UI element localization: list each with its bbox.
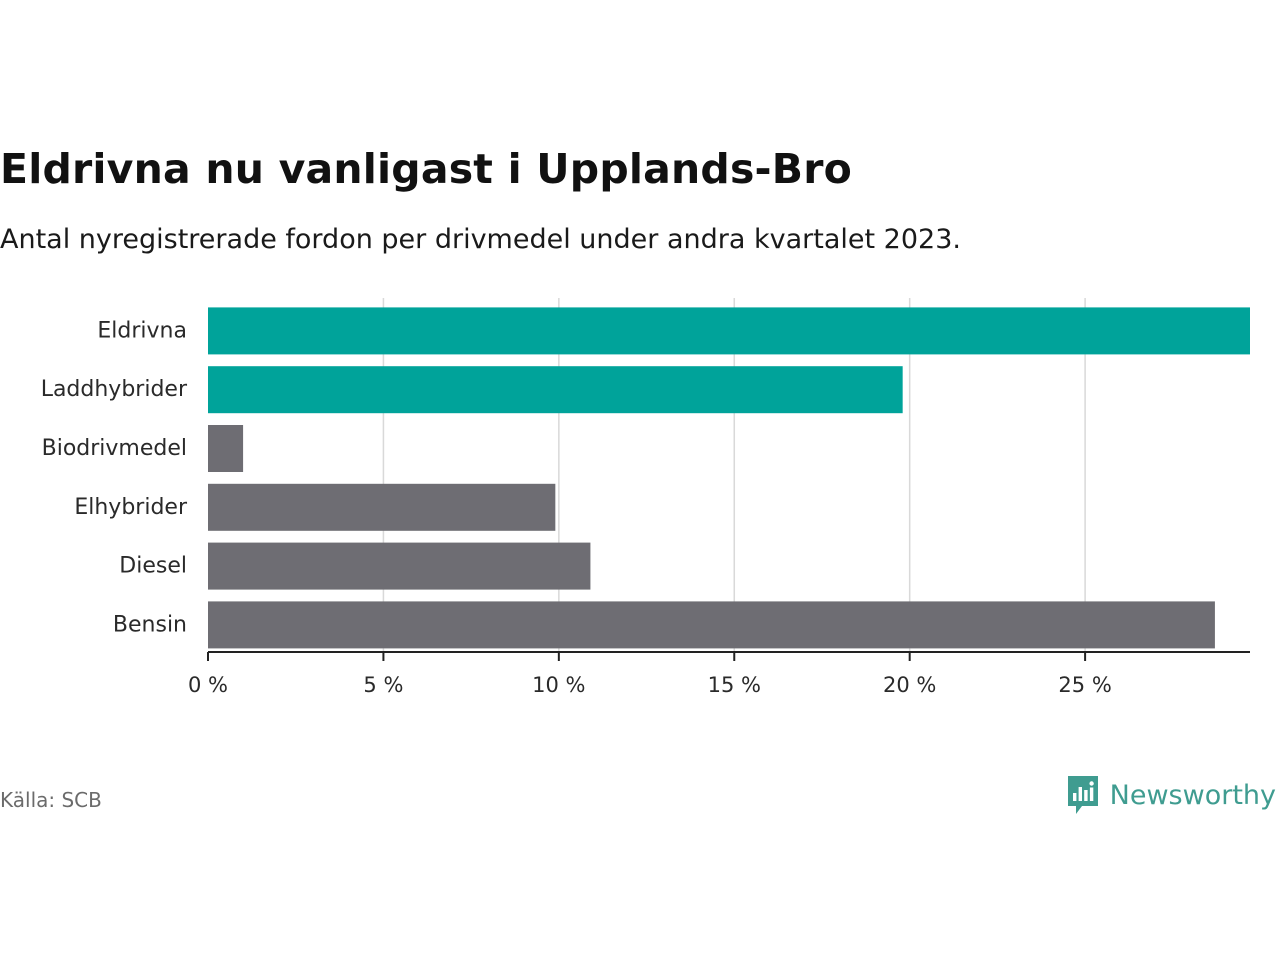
x-tick-label: 0 % bbox=[188, 673, 228, 697]
x-tick-label: 15 % bbox=[708, 673, 761, 697]
bar bbox=[208, 601, 1215, 649]
x-tick-label: 20 % bbox=[883, 673, 936, 697]
bar bbox=[208, 307, 1250, 355]
source-note: Källa: SCB bbox=[0, 788, 102, 812]
bar bbox=[208, 425, 244, 472]
bar bbox=[208, 366, 903, 414]
category-label: Eldrivna bbox=[97, 318, 187, 343]
x-tick-label: 25 % bbox=[1058, 673, 1111, 697]
newsworthy-logo-icon bbox=[1067, 776, 1098, 814]
brand-name: Newsworthy bbox=[1109, 779, 1276, 811]
newsworthy-brand: Newsworthy bbox=[1066, 774, 1276, 816]
chart-title: Eldrivna nu vanligast i Upplands-Bro bbox=[0, 145, 853, 193]
category-label: Diesel bbox=[119, 554, 187, 579]
bar-chart: Eldrivna Laddhybrider Biodrivmedel Elhybrid… bbox=[41, 298, 1250, 697]
category-label: Bensin bbox=[113, 612, 187, 637]
bar bbox=[208, 483, 556, 531]
bar bbox=[208, 542, 591, 590]
chart-subtitle: Antal nyregistrerade fordon per drivmede… bbox=[0, 224, 961, 255]
x-tick-label: 5 % bbox=[363, 673, 403, 697]
category-label: Laddhybrider bbox=[41, 377, 188, 402]
x-tick-label: 10 % bbox=[532, 673, 585, 697]
category-label: Elhybrider bbox=[74, 495, 188, 520]
category-label: Biodrivmedel bbox=[42, 436, 187, 461]
